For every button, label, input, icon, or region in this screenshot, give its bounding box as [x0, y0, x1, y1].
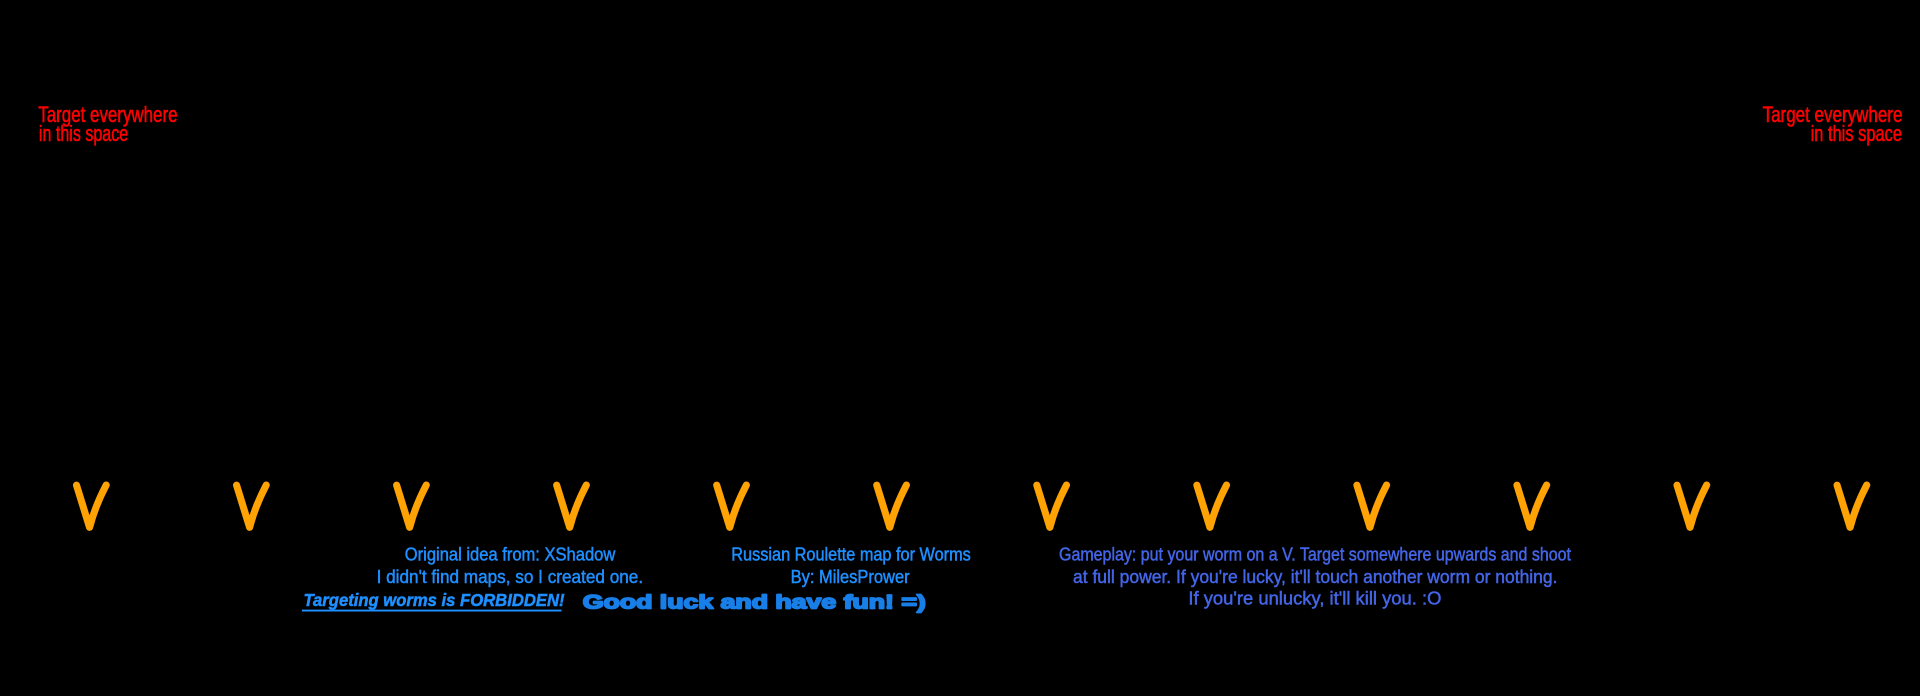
svg-text:Target everywhere: Target everywhere — [38, 102, 177, 127]
svg-text:Target everywhere: Target everywhere — [1763, 102, 1903, 127]
svg-text:Good luck and have fun! =): Good luck and have fun! =) — [583, 591, 926, 613]
svg-text:Original idea from: XShadow: Original idea from: XShadow — [405, 543, 616, 564]
svg-text:in this space: in this space — [1811, 121, 1902, 146]
svg-text:Targeting worms is FORBIDDEN!: Targeting worms is FORBIDDEN! — [304, 590, 565, 610]
svg-text:I didn't find maps, so I creat: I didn't find maps, so I created one. — [377, 566, 643, 587]
svg-text:Russian Roulette map for Worms: Russian Roulette map for Worms — [731, 543, 971, 564]
svg-text:By: MilesPrower: By: MilesPrower — [791, 566, 910, 587]
svg-text:in this space: in this space — [39, 121, 128, 146]
svg-text:at full power. If you're lucky: at full power. If you're lucky, it'll to… — [1073, 566, 1558, 587]
svg-text:Gameplay: put your worm on a V: Gameplay: put your worm on a V. Target s… — [1059, 543, 1572, 564]
svg-text:If you're unlucky, it'll kill: If you're unlucky, it'll kill you. :O — [1188, 587, 1441, 608]
